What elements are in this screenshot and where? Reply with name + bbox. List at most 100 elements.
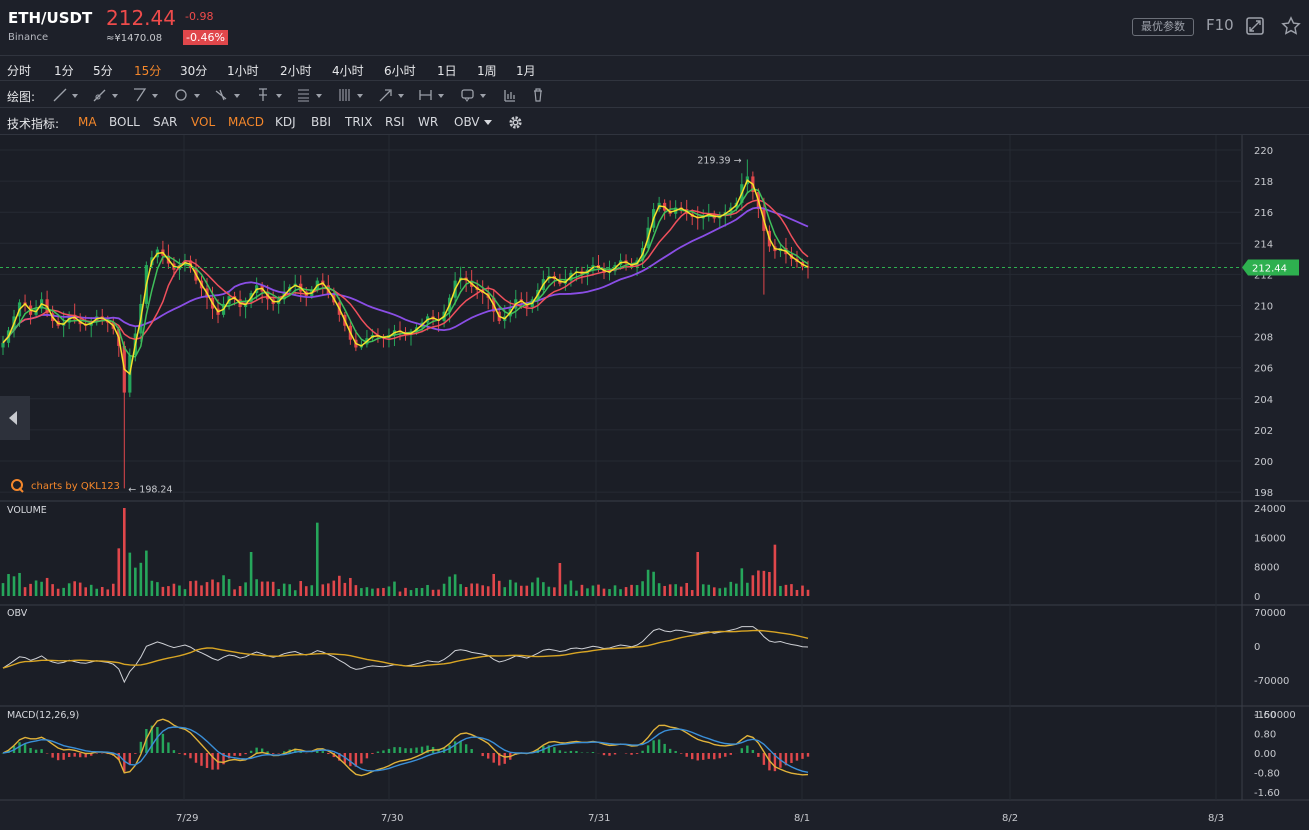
indicator-rsi[interactable]: RSI xyxy=(385,115,405,129)
timeframe-tab[interactable]: 6小时 xyxy=(384,64,416,78)
arrow-icon[interactable] xyxy=(378,87,406,103)
volume-bar xyxy=(89,584,93,596)
macd-histogram-bar xyxy=(73,753,76,757)
volume-bar xyxy=(674,584,677,596)
timeframe-tab[interactable]: 1小时 xyxy=(227,64,259,78)
channel-icon[interactable] xyxy=(132,87,160,103)
timeframe-bar: 分时 1分 5分 15分 30分 1小时 2小时 4小时 6小时 1日 1周 1… xyxy=(0,57,1309,81)
last-price-tag-label: 212.44 xyxy=(1252,264,1287,275)
macd-histogram-bar xyxy=(139,741,143,753)
timeframe-tab[interactable]: 1月 xyxy=(516,64,536,78)
gear-icon[interactable] xyxy=(508,115,523,130)
macd-histogram-bar xyxy=(630,753,633,755)
macd-histogram-bar xyxy=(360,753,363,764)
fullscreen-icon[interactable] xyxy=(1245,16,1265,36)
timeframe-tab[interactable]: 1分 xyxy=(54,64,74,78)
measure-icon[interactable] xyxy=(502,87,530,103)
bars-icon[interactable] xyxy=(337,87,365,103)
volume-bar xyxy=(150,580,154,596)
volume-bar xyxy=(569,580,573,596)
range-icon[interactable] xyxy=(418,87,446,103)
macd-histogram-bar xyxy=(558,750,562,753)
trend-line-icon[interactable] xyxy=(52,87,80,103)
timeframe-tab[interactable]: 1日 xyxy=(437,64,457,78)
volume-bar xyxy=(266,581,269,596)
indicator-kdj[interactable]: KDJ xyxy=(275,115,296,129)
indicator-wr[interactable]: WR xyxy=(418,115,439,129)
levels-icon[interactable] xyxy=(296,87,324,103)
macd-histogram-bar xyxy=(316,750,319,753)
volume-bar xyxy=(106,589,110,596)
volume-bar xyxy=(128,552,132,596)
volume-bar xyxy=(183,589,187,596)
date-tick-label: 8/3 xyxy=(1208,813,1224,824)
volume-bar xyxy=(56,588,60,596)
indicator-macd[interactable]: MACD xyxy=(228,115,264,129)
timeframe-tab[interactable]: 30分 xyxy=(180,64,208,78)
macd-histogram-bar xyxy=(134,753,137,754)
timeframe-tab[interactable]: 分时 xyxy=(7,64,32,78)
macd-histogram-bar xyxy=(702,753,705,760)
chart-canvas[interactable]: 220 218 216 214 212 210 208 206 204 202 200 198 212.… xyxy=(0,135,1309,830)
trash-icon[interactable] xyxy=(530,87,558,103)
ma-line-purple xyxy=(2,206,809,344)
f10-button[interactable]: F10 xyxy=(1206,16,1234,34)
price-tick-label: 200 xyxy=(1254,457,1273,468)
best-params-button[interactable]: 最优参数 xyxy=(1132,18,1194,36)
exchange-name: Binance xyxy=(8,32,49,43)
ray-icon[interactable] xyxy=(92,87,120,103)
indicator-trix[interactable]: TRIX xyxy=(345,115,373,129)
indicator-ma[interactable]: MA xyxy=(78,115,97,129)
volume-bar xyxy=(255,579,258,596)
timeframe-tab[interactable]: 1周 xyxy=(477,64,497,78)
indicator-boll[interactable]: BOLL xyxy=(109,115,140,129)
pitchfork-icon[interactable] xyxy=(256,87,284,103)
fib-icon[interactable] xyxy=(214,87,242,103)
timeframe-tab[interactable]: 5分 xyxy=(93,64,113,78)
indicator-bbi[interactable]: BBI xyxy=(311,115,332,129)
star-icon[interactable] xyxy=(1281,16,1301,36)
macd-histogram-bar xyxy=(376,751,380,753)
indicator-label: 技术指标: xyxy=(7,117,60,131)
volume-bar xyxy=(475,583,479,596)
volume-bar xyxy=(282,583,286,596)
volume-bar xyxy=(216,582,220,596)
volume-bar xyxy=(299,581,303,596)
indicator-obv[interactable]: OBV xyxy=(454,115,480,129)
volume-bar xyxy=(503,587,507,596)
macd-histogram-bar xyxy=(470,749,473,753)
volume-bar xyxy=(78,582,82,596)
volume-bar xyxy=(801,585,804,596)
obv-title: OBV xyxy=(7,608,28,619)
macd-histogram-bar xyxy=(338,753,341,761)
volume-bar xyxy=(45,577,49,596)
macd-histogram-bar xyxy=(668,748,672,753)
volume-bar xyxy=(768,571,771,596)
macd-histogram-bar xyxy=(608,753,611,756)
timeframe-tab[interactable]: 4小时 xyxy=(332,64,364,78)
volume-bar xyxy=(365,587,369,596)
macd-histogram-bar xyxy=(503,753,506,764)
volume-bar xyxy=(310,585,314,596)
macd-histogram-bar xyxy=(244,753,247,755)
circle-icon[interactable] xyxy=(174,87,202,103)
timeframe-tab[interactable]: 2小时 xyxy=(280,64,312,78)
indicator-sar[interactable]: SAR xyxy=(153,115,178,129)
macd-histogram-bar xyxy=(1,753,5,754)
macd-histogram-bar xyxy=(641,750,644,753)
scroll-left-button[interactable] xyxy=(0,396,30,440)
ma-line-yellow xyxy=(2,179,809,376)
volume-bar xyxy=(200,585,203,596)
volume-bar xyxy=(34,580,38,596)
macd-histogram-bar xyxy=(294,748,297,753)
macd-tick-label: -1.60 xyxy=(1254,788,1280,799)
price-tick-label: 206 xyxy=(1254,364,1273,375)
macd-histogram-bar xyxy=(233,753,236,756)
volume-bar xyxy=(448,576,451,596)
timeframe-tab-active[interactable]: 15分 xyxy=(134,64,162,78)
macd-histogram-bar xyxy=(150,725,154,753)
indicator-vol[interactable]: VOL xyxy=(191,115,216,129)
volume-bar xyxy=(525,585,529,596)
chevron-down-icon[interactable] xyxy=(484,120,492,126)
comment-icon[interactable] xyxy=(460,87,488,103)
